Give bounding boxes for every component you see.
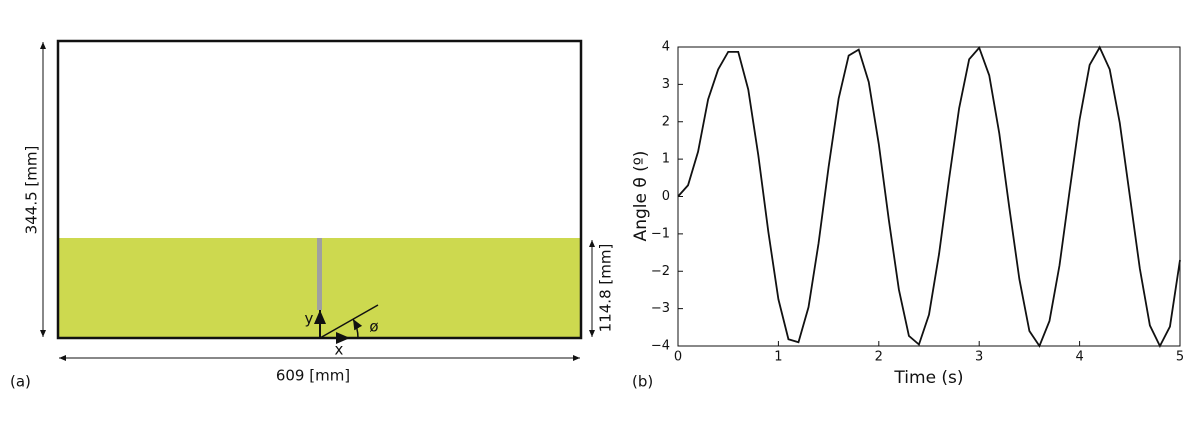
y-tick-label: 4 [662,40,670,55]
data-line [677,45,1181,349]
plot-frame [677,46,1181,347]
y-tick-label: −1 [651,226,670,241]
angle-arc [352,318,363,339]
panel-label: (a) [10,373,31,391]
angle-line [319,304,379,339]
y-tick-label: −4 [651,339,670,354]
depth-label: 114.8 [mm] [597,244,615,333]
y-tick-label: −3 [651,301,670,316]
tank-diagram: y x ø 344.5 [mm] 114.8 [mm] 609 [mm] (a) [10,39,615,391]
y-axis-title: Angle θ (º) [631,151,651,242]
angle-name: ø [369,318,378,336]
y-tick-label: 0 [662,189,670,204]
y-tick-label: 2 [662,114,670,129]
y-tick-label: 3 [662,77,670,92]
y-axis-name: y [305,310,314,328]
width-label: 609 [mm] [276,367,350,385]
x-axis-name: x [335,341,344,359]
x-tick-label: 2 [875,350,883,365]
x-axis-title: Time (s) [893,368,963,388]
x-tick-label: 3 [975,350,983,365]
probe [317,238,322,310]
y-tick-label: 1 [662,152,670,167]
x-tick-label: 1 [774,350,782,365]
panel-label: (b) [632,373,653,391]
x-tick-label: 5 [1176,350,1184,365]
y-tick-label: −2 [651,264,670,279]
line-chart: (b) Time (s) Angle θ (º) −4 −3 −2 −1 0 1 2 3 4 0 1… [631,40,1184,391]
x-tick-label: 4 [1075,350,1083,365]
height-label: 344.5 [mm] [23,146,41,235]
x-tick-label: 0 [674,350,682,365]
